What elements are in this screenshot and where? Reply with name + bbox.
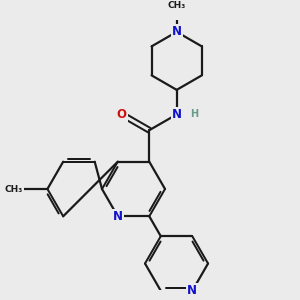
Text: O: O — [117, 108, 127, 121]
Text: N: N — [113, 210, 123, 223]
Text: CH₃: CH₃ — [168, 1, 186, 10]
Text: N: N — [187, 284, 197, 297]
Text: N: N — [172, 108, 182, 121]
Text: CH₃: CH₃ — [4, 184, 23, 194]
Text: N: N — [172, 26, 182, 38]
Text: H: H — [190, 110, 198, 119]
